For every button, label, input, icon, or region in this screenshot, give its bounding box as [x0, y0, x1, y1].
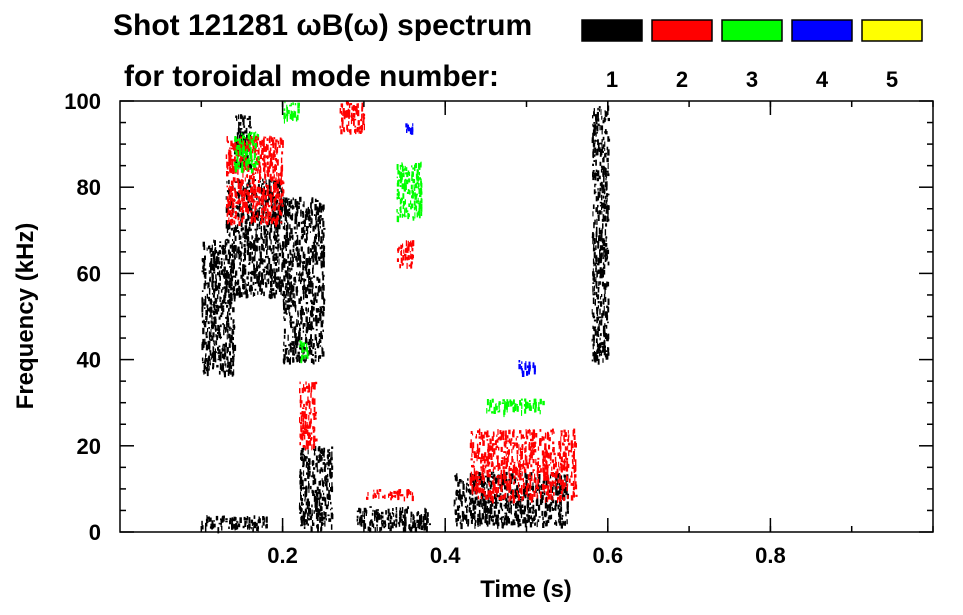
legend: 1 2 3 4 5: [581, 19, 923, 92]
x-tick-label: 0.6: [593, 543, 624, 568]
legend-label-mode-5: 5: [886, 67, 898, 92]
spectrum-region-mode-2-2: [339, 101, 366, 135]
spectrum-region-mode-3-4: [486, 398, 545, 418]
legend-label-mode-4: 4: [816, 67, 829, 92]
legend-label-mode-2: 2: [676, 67, 688, 92]
legend-label-mode-3: 3: [746, 67, 758, 92]
y-tick-label: 100: [64, 89, 101, 114]
chart-title-line-2: for toroidal mode number:: [124, 60, 499, 93]
y-tick-labels: 0 20 40 60 80 100: [64, 89, 101, 545]
legend-swatch-mode-4: [791, 19, 853, 42]
spectrum-region-mode-1-6: [356, 506, 431, 533]
spectrum-region-mode-4-1: [405, 123, 414, 135]
legend-label-mode-1: 1: [606, 67, 618, 92]
x-tick-label: 0.2: [267, 543, 298, 568]
x-tick-labels: 0.2 0.4 0.6 0.8: [267, 543, 785, 568]
y-axis-title: Frequency (kHz): [12, 223, 39, 410]
x-tick-label: 0.4: [430, 543, 461, 568]
spectrum-region-mode-3-2: [396, 161, 423, 223]
spectrum-region-mode-1-4: [282, 196, 326, 365]
spectrum-region-mode-3-3: [283, 101, 300, 124]
y-tick-label: 20: [77, 434, 101, 459]
spectrum-data: [201, 101, 611, 534]
spectrum-region-mode-1-1: [201, 239, 237, 378]
y-tick-label: 0: [89, 520, 101, 545]
x-axis-title: Time (s): [480, 576, 572, 603]
legend-swatch-mode-2: [651, 19, 713, 42]
legend-swatch-mode-1: [581, 19, 643, 42]
y-tick-label: 60: [77, 261, 101, 286]
chart-title-line-1: Shot 121281 ωB(ω) spectrum: [113, 9, 532, 42]
spectrum-region-mode-3-5: [298, 340, 309, 364]
spectrum-region-mode-1-9: [591, 105, 611, 365]
x-tick-label: 0.8: [755, 543, 786, 568]
spectrum-region-mode-2-6: [366, 489, 414, 502]
legend-swatch-mode-5: [861, 19, 923, 42]
spectrum-region-mode-2-5: [469, 428, 578, 504]
spectrum-region-mode-1-8: [201, 515, 268, 534]
y-tick-label: 40: [77, 348, 101, 373]
spectrum-region-mode-3-1: [233, 131, 260, 174]
spectrum-region-mode-1-5: [298, 445, 334, 533]
axis-ticks: [120, 100, 934, 533]
legend-swatch-mode-3: [721, 19, 783, 42]
y-tick-label: 80: [77, 175, 101, 200]
spectrum-region-mode-2-3: [396, 240, 415, 269]
spectrum-region-mode-4-2: [518, 360, 536, 377]
spectrum-region-mode-2-4: [299, 381, 318, 451]
